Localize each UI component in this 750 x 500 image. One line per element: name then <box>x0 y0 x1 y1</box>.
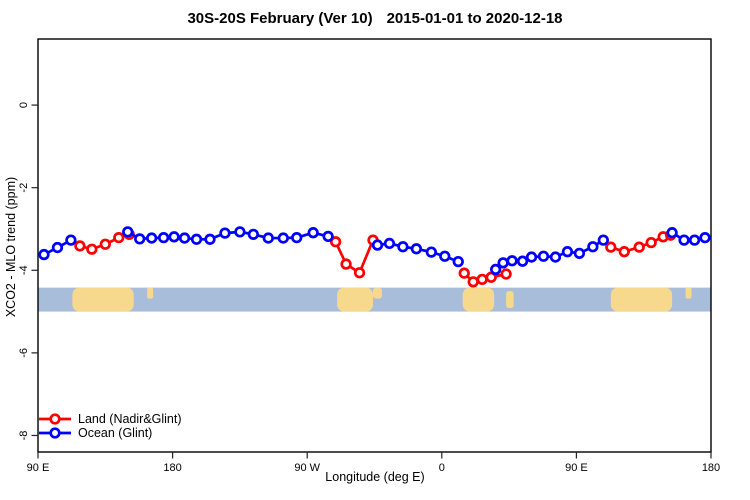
ocean-marker <box>307 227 319 239</box>
land-marker <box>340 258 352 270</box>
legend-marker <box>49 427 61 439</box>
legend-label-ocean: Ocean (Glint) <box>78 426 153 440</box>
legend <box>39 413 71 439</box>
ocean-marker <box>516 255 529 267</box>
ocean-marker <box>439 250 451 262</box>
ocean-marker <box>291 232 303 244</box>
ocean-marker <box>168 231 180 243</box>
ocean-marker <box>666 227 678 239</box>
land-region-australia <box>72 287 134 312</box>
ocean-marker <box>122 226 134 238</box>
ocean-marker <box>549 251 562 263</box>
land-marker <box>633 241 645 253</box>
land-marker <box>500 268 512 280</box>
ocean-marker <box>234 226 246 238</box>
land-marker <box>476 273 488 286</box>
land-marker <box>74 240 86 252</box>
land-marker <box>605 241 617 253</box>
y-tick-label: -6 <box>18 348 30 358</box>
y-tick-label: -8 <box>18 431 30 441</box>
ocean-marker <box>51 241 64 254</box>
ocean-marker <box>506 255 518 267</box>
axes: 90 E 180 90 W 0 90 E 180 0 -2 -4 -6 -8 <box>18 38 720 474</box>
ocean-marker <box>178 232 191 244</box>
map-band <box>38 287 711 312</box>
ocean-marker <box>573 247 586 259</box>
ocean-marker <box>525 251 538 263</box>
plot-frame <box>37 38 712 453</box>
land-region-africa <box>462 287 495 312</box>
y-tick-label: 0 <box>18 102 30 108</box>
land-marker <box>99 238 111 250</box>
ocean-marker <box>688 234 701 246</box>
ocean-marker <box>410 243 423 255</box>
land-marker <box>467 276 479 288</box>
ocean-marker <box>277 232 289 244</box>
x-tick-label: 180 <box>702 462 720 474</box>
land-marker <box>86 243 98 255</box>
ocean-marker <box>146 232 158 244</box>
ocean-marker <box>425 246 437 258</box>
ocean-marker <box>262 232 274 244</box>
land-marker <box>485 271 497 283</box>
land-marker <box>645 236 657 249</box>
land-region-brazil-east <box>373 287 382 299</box>
x-tick-label: 90 E <box>27 462 50 474</box>
ocean-marker <box>38 248 50 261</box>
x-tick-label: 180 <box>163 462 181 474</box>
legend-marker <box>49 413 61 425</box>
ocean-marker <box>322 230 334 243</box>
ocean-marker <box>65 234 77 246</box>
land-marker <box>329 236 342 248</box>
x-tick-label: 90 E <box>565 462 588 474</box>
map-band-ocean <box>38 287 711 312</box>
land-region-new-caledonia-wrap <box>685 287 692 299</box>
land-region-madagascar <box>506 291 514 309</box>
y-tick-label: -4 <box>18 265 30 275</box>
land-marker <box>618 246 630 258</box>
ocean-marker <box>597 234 609 246</box>
chart-title-dates: 2015-01-01 to 2020-12-18 <box>386 10 563 27</box>
land-marker <box>113 232 125 244</box>
chart-title: 30S-20S February (Ver 10) 2015-01-01 to … <box>0 10 750 27</box>
land-region-new-caledonia <box>147 287 154 299</box>
x-axis-label: Longitude (deg E) <box>325 470 425 484</box>
ocean-marker <box>383 237 396 250</box>
ocean-marker <box>397 241 409 253</box>
ocean-marker <box>452 255 464 268</box>
ocean-marker <box>190 233 203 245</box>
series-ocean <box>38 226 711 276</box>
ocean-line <box>126 230 330 241</box>
ocean-marker <box>537 250 550 262</box>
ocean-marker <box>489 263 502 276</box>
ocean-marker <box>699 232 711 244</box>
ocean-marker <box>157 232 170 244</box>
land-region-south-america <box>337 287 374 312</box>
ocean-marker <box>678 234 690 246</box>
land-marker <box>458 267 470 279</box>
legend-label-land: Land (Nadir&Glint) <box>78 412 182 426</box>
ocean-marker <box>371 239 384 251</box>
ocean-marker <box>247 228 260 240</box>
x-tick-label: 0 <box>439 462 445 474</box>
chart-title-region: 30S-20S February (Ver 10) <box>187 10 373 27</box>
ocean-marker <box>134 233 146 245</box>
ocean-marker <box>204 233 216 245</box>
y-tick-label: -2 <box>18 183 30 193</box>
land-line <box>334 238 375 275</box>
x-tick-label: 90 W <box>294 462 320 474</box>
y-axis-label: XCO2 - MLO trend (ppm) <box>4 176 18 318</box>
ocean-marker <box>219 227 231 239</box>
ocean-marker <box>497 257 509 269</box>
ocean-marker <box>561 246 574 258</box>
series-land <box>74 228 677 288</box>
land-marker <box>353 267 366 279</box>
land-region-australia-wrap <box>610 287 673 312</box>
ocean-marker <box>587 241 599 253</box>
